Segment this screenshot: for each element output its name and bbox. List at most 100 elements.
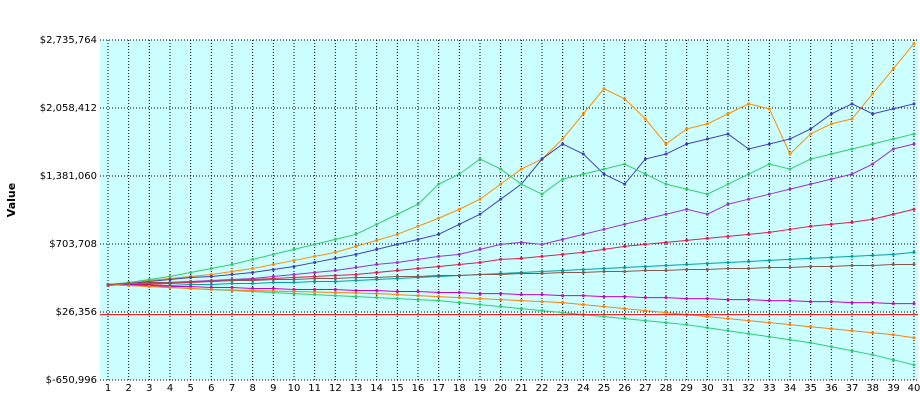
data-point xyxy=(437,299,441,303)
data-point xyxy=(189,270,193,274)
data-point xyxy=(375,292,379,296)
x-tick-label: 32 xyxy=(742,383,755,394)
data-point xyxy=(375,270,379,274)
data-point xyxy=(643,117,647,121)
y-axis-title: Value xyxy=(5,183,18,217)
data-point xyxy=(891,262,895,266)
data-point xyxy=(292,258,296,262)
data-point xyxy=(871,217,875,221)
data-point xyxy=(747,319,751,323)
data-point xyxy=(602,227,606,231)
y-tick-label: $2,058,412 xyxy=(40,103,97,114)
data-point xyxy=(767,321,771,325)
x-tick-label: 36 xyxy=(825,383,838,394)
data-point xyxy=(871,301,875,305)
data-point xyxy=(767,192,771,196)
data-point xyxy=(395,293,399,297)
data-point xyxy=(912,207,916,211)
data-point xyxy=(478,157,482,161)
data-point xyxy=(354,289,358,293)
data-point xyxy=(457,296,461,300)
data-point xyxy=(912,302,916,306)
data-point xyxy=(292,281,296,285)
data-point xyxy=(313,270,317,274)
data-point xyxy=(726,202,730,206)
x-tick-label: 21 xyxy=(515,383,528,394)
series-line xyxy=(107,263,914,286)
data-point xyxy=(209,266,213,270)
data-point xyxy=(602,167,606,171)
data-point xyxy=(623,307,627,311)
x-tick-label: 17 xyxy=(432,383,445,394)
data-point xyxy=(891,302,895,306)
data-point xyxy=(561,252,565,256)
data-point xyxy=(395,242,399,246)
data-point xyxy=(705,297,709,301)
data-point xyxy=(705,261,709,265)
x-tick-label: 26 xyxy=(618,383,631,394)
series-line xyxy=(107,284,915,339)
data-point xyxy=(395,232,399,236)
data-point xyxy=(912,142,916,146)
data-point xyxy=(499,242,503,246)
data-point xyxy=(519,307,523,311)
data-point xyxy=(623,265,627,269)
data-point xyxy=(437,182,441,186)
x-tick-label: 19 xyxy=(474,383,487,394)
data-point xyxy=(788,257,792,261)
data-point xyxy=(499,257,503,261)
y-tick-label: $2,735,764 xyxy=(40,35,97,46)
data-point xyxy=(643,172,647,176)
series-line xyxy=(108,284,914,305)
x-tick-label: 30 xyxy=(701,383,714,394)
data-point xyxy=(168,286,172,290)
data-point xyxy=(829,327,833,331)
data-point xyxy=(354,265,358,269)
data-point xyxy=(251,289,255,293)
data-point xyxy=(912,262,916,266)
data-point xyxy=(809,224,813,228)
data-point xyxy=(147,278,151,282)
x-tick-label: 3 xyxy=(146,383,152,394)
data-point xyxy=(809,157,813,161)
data-point xyxy=(292,272,296,276)
data-point xyxy=(457,291,461,295)
data-point xyxy=(726,260,730,264)
data-point xyxy=(726,298,730,302)
data-point xyxy=(395,297,399,301)
data-point xyxy=(685,238,689,242)
data-point xyxy=(891,147,895,151)
x-tick-label: 18 xyxy=(453,383,466,394)
data-point xyxy=(581,250,585,254)
data-point xyxy=(912,102,916,106)
data-point xyxy=(829,122,833,126)
data-point xyxy=(333,291,337,295)
x-tick-label: 16 xyxy=(412,383,425,394)
data-point xyxy=(499,292,503,296)
y-tick-label: $-650,996 xyxy=(46,375,97,386)
data-point xyxy=(602,87,606,91)
data-point xyxy=(416,294,420,298)
data-point xyxy=(850,301,854,305)
x-tick-label: 28 xyxy=(660,383,673,394)
data-point xyxy=(437,264,441,268)
x-tick-label: 31 xyxy=(722,383,735,394)
x-tick-label: 39 xyxy=(887,383,900,394)
data-point xyxy=(623,182,627,186)
data-point xyxy=(788,323,792,327)
data-point xyxy=(519,299,523,303)
data-point xyxy=(437,254,441,258)
data-point xyxy=(478,260,482,264)
data-point xyxy=(354,272,358,276)
data-point xyxy=(664,311,668,315)
data-point xyxy=(354,276,358,280)
data-point xyxy=(478,292,482,296)
data-point xyxy=(581,232,585,236)
data-point xyxy=(168,274,172,278)
data-point xyxy=(767,299,771,303)
data-point xyxy=(623,162,627,166)
data-point xyxy=(581,112,585,116)
data-point xyxy=(230,282,234,286)
data-point xyxy=(602,172,606,176)
